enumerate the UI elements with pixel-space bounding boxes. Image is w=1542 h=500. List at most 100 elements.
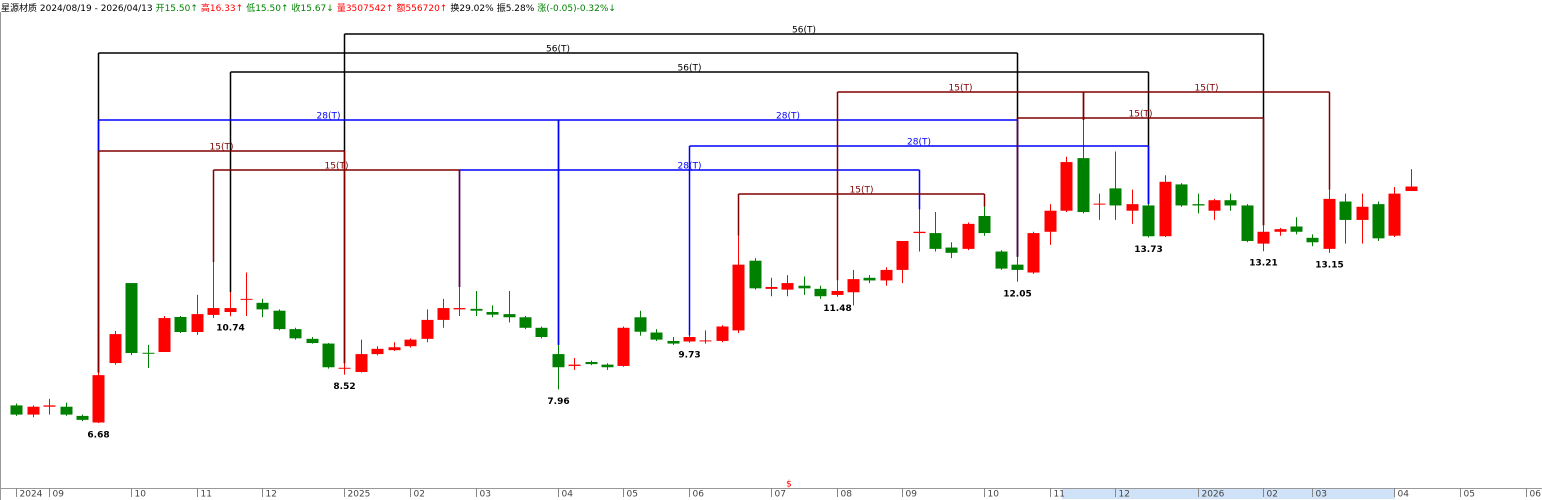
- low-label: 10.74: [216, 324, 244, 334]
- candle-body: [437, 308, 450, 320]
- candle-body: [404, 339, 417, 347]
- low-label: 13.21: [1249, 259, 1277, 269]
- candle-body: [913, 231, 926, 234]
- candle-body: [1339, 201, 1352, 220]
- candle-body: [224, 308, 237, 313]
- x-tick-label: 08: [841, 490, 853, 500]
- x-tick-label: 06: [693, 490, 705, 500]
- header-item: 收15.67↓: [292, 2, 334, 14]
- cycle-label: 28(T): [678, 162, 702, 172]
- x-tick-label: 2025: [348, 490, 371, 500]
- candle-body: [109, 334, 122, 364]
- candle-body: [289, 329, 302, 339]
- candle-body: [27, 406, 40, 415]
- candle-body: [421, 319, 434, 339]
- candle-body: [371, 348, 384, 355]
- candle-body: [749, 260, 762, 289]
- candle-body: [831, 290, 844, 295]
- x-tick-label: 10: [988, 490, 1000, 500]
- header-item: 低15.50↑: [246, 2, 288, 14]
- candle-body: [191, 314, 204, 332]
- candle-body: [781, 283, 794, 290]
- candle-body: [1257, 231, 1270, 244]
- x-tick-label: 09: [53, 490, 65, 500]
- x-tick-label: 2024: [20, 490, 43, 500]
- candle-body: [1208, 200, 1221, 211]
- x-tick-label: 02: [414, 490, 425, 500]
- candle-body: [256, 302, 269, 310]
- candle-body: [1356, 206, 1369, 220]
- candle-body: [1224, 200, 1237, 206]
- candle-body: [1306, 237, 1319, 243]
- candle-body: [519, 317, 532, 328]
- candle-body: [995, 251, 1008, 269]
- cycle-label: 28(T): [776, 112, 800, 122]
- header-item: 开15.50↑: [156, 3, 198, 14]
- cycle-label: 15(T): [325, 162, 349, 172]
- candle-body: [1372, 204, 1385, 239]
- x-tick-label: 06: [1530, 490, 1542, 500]
- candle-body: [1241, 205, 1254, 241]
- candle-body: [962, 223, 975, 249]
- x-tick-label: 04: [562, 490, 574, 500]
- header-item: 额556720↑: [396, 2, 447, 14]
- candle-body: [929, 233, 942, 249]
- low-label: 8.52: [333, 382, 355, 392]
- candle-body: [142, 352, 155, 354]
- candle-body: [568, 364, 581, 366]
- candle-body: [240, 298, 253, 300]
- x-tick-label: 12: [266, 490, 277, 500]
- header-item: 星源材质 2024/08/19 - 2026/04/13: [1, 2, 153, 14]
- candle-body: [1109, 188, 1122, 206]
- candle-body: [585, 361, 598, 365]
- x-tick-label: 03: [1316, 490, 1327, 500]
- cycle-label: 56(T): [546, 45, 570, 55]
- candle-body: [1323, 198, 1336, 249]
- candle-body: [634, 317, 647, 332]
- range-highlight: [1062, 489, 1395, 499]
- candle-body: [470, 308, 483, 311]
- header-item: 换29.02%: [450, 2, 494, 14]
- candle-body: [486, 312, 499, 315]
- candle-body: [158, 318, 171, 352]
- x-tick-label: 2026: [1202, 490, 1225, 500]
- cycle-label: 28(T): [907, 138, 931, 148]
- candle-body: [1159, 181, 1172, 237]
- candle-body: [798, 285, 811, 289]
- cycle-label: 15(T): [1129, 110, 1153, 120]
- candle-body: [1044, 210, 1057, 232]
- candle-body: [453, 308, 466, 310]
- candle-body: [1142, 205, 1155, 237]
- candle-body: [814, 288, 827, 297]
- candle-body: [322, 343, 335, 368]
- x-tick-label: 10: [135, 490, 147, 500]
- x-tick-label: 07: [775, 490, 786, 500]
- candle-body: [207, 308, 220, 315]
- candle-body: [60, 406, 73, 415]
- x-tick-label: 11: [201, 490, 212, 500]
- x-tick-label: 05: [627, 490, 638, 500]
- candle-body: [1093, 203, 1106, 205]
- candle-body: [1077, 158, 1090, 213]
- candle-body: [880, 269, 893, 281]
- candle-body: [1011, 264, 1024, 270]
- x-tick-label: 02: [1267, 490, 1278, 500]
- low-label: 13.15: [1315, 260, 1343, 270]
- candle-body: [306, 338, 319, 344]
- candle-body: [388, 347, 401, 351]
- x-tick-label: 09: [906, 490, 918, 500]
- cycle-label: 56(T): [678, 64, 702, 74]
- candle-body: [174, 317, 187, 332]
- candle-body: [847, 279, 860, 293]
- candle-body: [338, 367, 351, 369]
- candle-body: [650, 332, 663, 340]
- candle-body: [273, 310, 286, 330]
- x-tick-label: 11: [1054, 490, 1065, 500]
- candle-body: [978, 215, 991, 234]
- cycle-label: 15(T): [1195, 84, 1219, 94]
- candle-body: [601, 364, 614, 368]
- x-tick-label: 12: [1119, 490, 1130, 500]
- candle-body: [1175, 184, 1188, 206]
